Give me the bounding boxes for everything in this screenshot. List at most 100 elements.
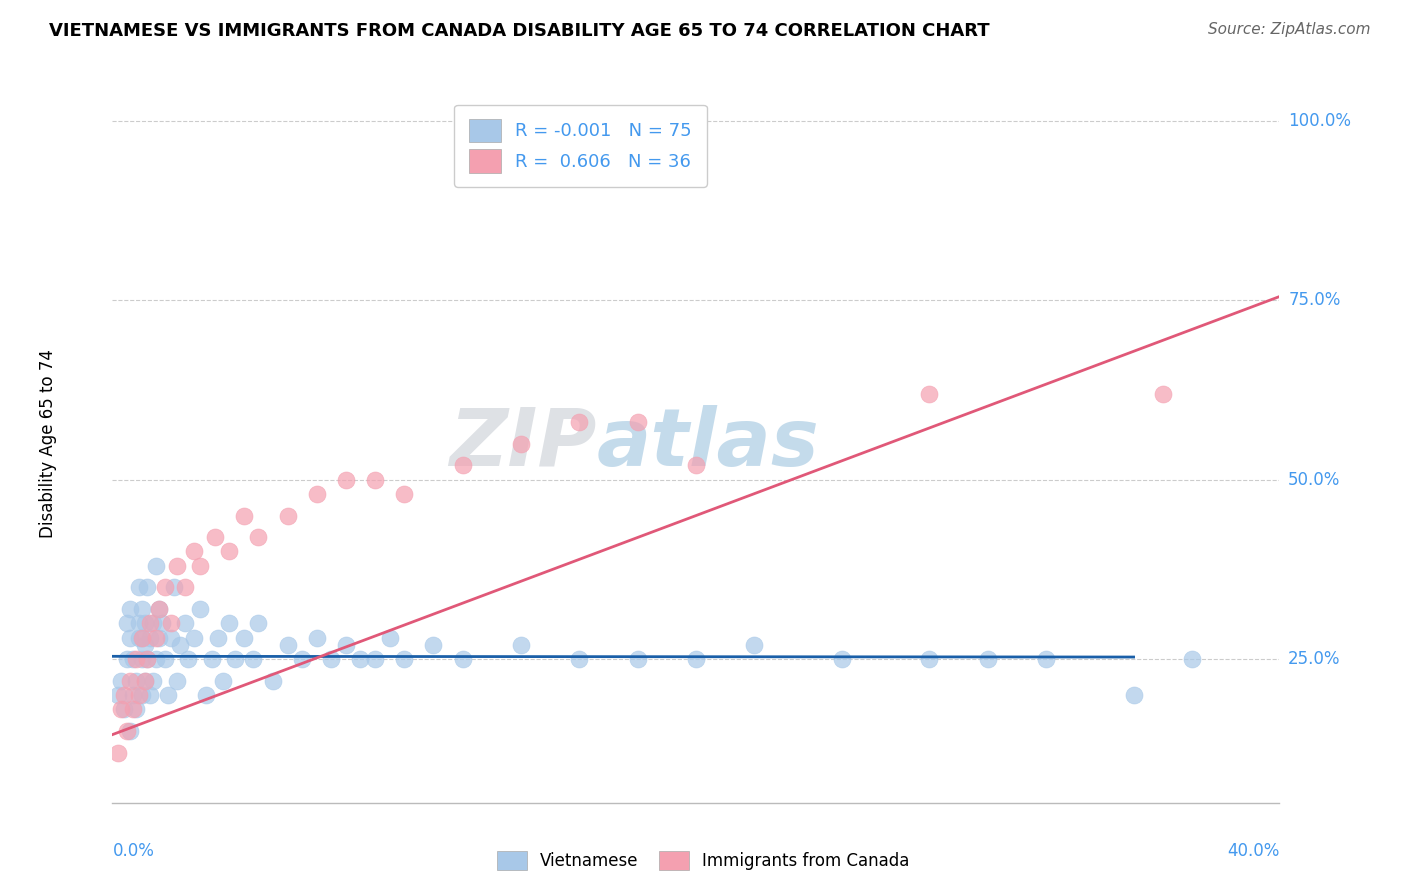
Point xyxy=(568,415,591,429)
Point xyxy=(110,673,132,688)
Point xyxy=(128,688,150,702)
Point xyxy=(378,631,401,645)
Point xyxy=(136,581,159,595)
Point xyxy=(509,436,531,450)
Text: Disability Age 65 to 74: Disability Age 65 to 74 xyxy=(39,350,58,538)
Point xyxy=(224,652,246,666)
Point xyxy=(125,702,148,716)
Point xyxy=(627,415,650,429)
Point xyxy=(148,602,170,616)
Point xyxy=(131,631,153,645)
Point xyxy=(247,530,270,544)
Point xyxy=(394,652,416,666)
Point xyxy=(201,652,224,666)
Point xyxy=(276,638,298,652)
Point xyxy=(194,688,217,702)
Text: 100.0%: 100.0% xyxy=(1288,112,1351,129)
Point xyxy=(188,558,211,573)
Point xyxy=(218,544,240,558)
Point xyxy=(122,702,145,716)
Point xyxy=(160,631,183,645)
Point xyxy=(276,508,298,523)
Point xyxy=(207,631,229,645)
Point xyxy=(128,631,150,645)
Point xyxy=(112,688,135,702)
Point xyxy=(145,558,167,573)
Point xyxy=(364,652,387,666)
Point xyxy=(131,688,153,702)
Point xyxy=(451,652,474,666)
Point xyxy=(134,638,156,652)
Point xyxy=(134,616,156,631)
Point xyxy=(128,581,150,595)
Text: atlas: atlas xyxy=(596,405,820,483)
Point xyxy=(142,673,165,688)
Point xyxy=(204,530,226,544)
Point xyxy=(169,638,191,652)
Point xyxy=(156,688,179,702)
Point xyxy=(305,487,328,501)
Point xyxy=(118,602,141,616)
Point xyxy=(148,602,170,616)
Point xyxy=(122,652,145,666)
Point xyxy=(1152,386,1174,401)
Text: 0.0%: 0.0% xyxy=(112,842,155,860)
Point xyxy=(142,616,165,631)
Point xyxy=(335,638,357,652)
Point xyxy=(134,673,156,688)
Point xyxy=(831,652,853,666)
Point xyxy=(134,673,156,688)
Point xyxy=(422,638,444,652)
Point xyxy=(1181,652,1204,666)
Point xyxy=(145,652,167,666)
Point xyxy=(212,673,235,688)
Point xyxy=(918,386,941,401)
Point xyxy=(153,581,176,595)
Point xyxy=(976,652,998,666)
Point xyxy=(262,673,284,688)
Point xyxy=(131,602,153,616)
Point xyxy=(125,652,148,666)
Point xyxy=(115,616,138,631)
Point xyxy=(291,652,314,666)
Point xyxy=(145,631,167,645)
Point xyxy=(568,652,591,666)
Text: 50.0%: 50.0% xyxy=(1288,471,1340,489)
Point xyxy=(131,652,153,666)
Point xyxy=(118,724,141,739)
Point xyxy=(685,458,707,473)
Point xyxy=(742,638,765,652)
Point xyxy=(335,473,357,487)
Text: Source: ZipAtlas.com: Source: ZipAtlas.com xyxy=(1208,22,1371,37)
Point xyxy=(139,631,162,645)
Point xyxy=(136,652,159,666)
Point xyxy=(112,702,135,716)
Point xyxy=(394,487,416,501)
Point xyxy=(122,688,145,702)
Point xyxy=(139,616,162,631)
Point xyxy=(349,652,371,666)
Point xyxy=(115,724,138,739)
Point xyxy=(107,688,129,702)
Point xyxy=(163,581,186,595)
Point xyxy=(918,652,941,666)
Point xyxy=(139,688,162,702)
Point xyxy=(128,616,150,631)
Point xyxy=(136,652,159,666)
Point xyxy=(232,631,254,645)
Point xyxy=(183,544,205,558)
Text: 75.0%: 75.0% xyxy=(1288,291,1340,310)
Point xyxy=(115,652,138,666)
Point xyxy=(1035,652,1057,666)
Point xyxy=(232,508,254,523)
Point xyxy=(509,638,531,652)
Point xyxy=(150,616,173,631)
Point xyxy=(627,652,650,666)
Point xyxy=(321,652,343,666)
Point xyxy=(160,616,183,631)
Point xyxy=(1122,688,1144,702)
Point xyxy=(166,558,188,573)
Legend: R = -0.001   N = 75, R =  0.606   N = 36: R = -0.001 N = 75, R = 0.606 N = 36 xyxy=(454,104,707,187)
Point xyxy=(118,673,141,688)
Point xyxy=(183,631,205,645)
